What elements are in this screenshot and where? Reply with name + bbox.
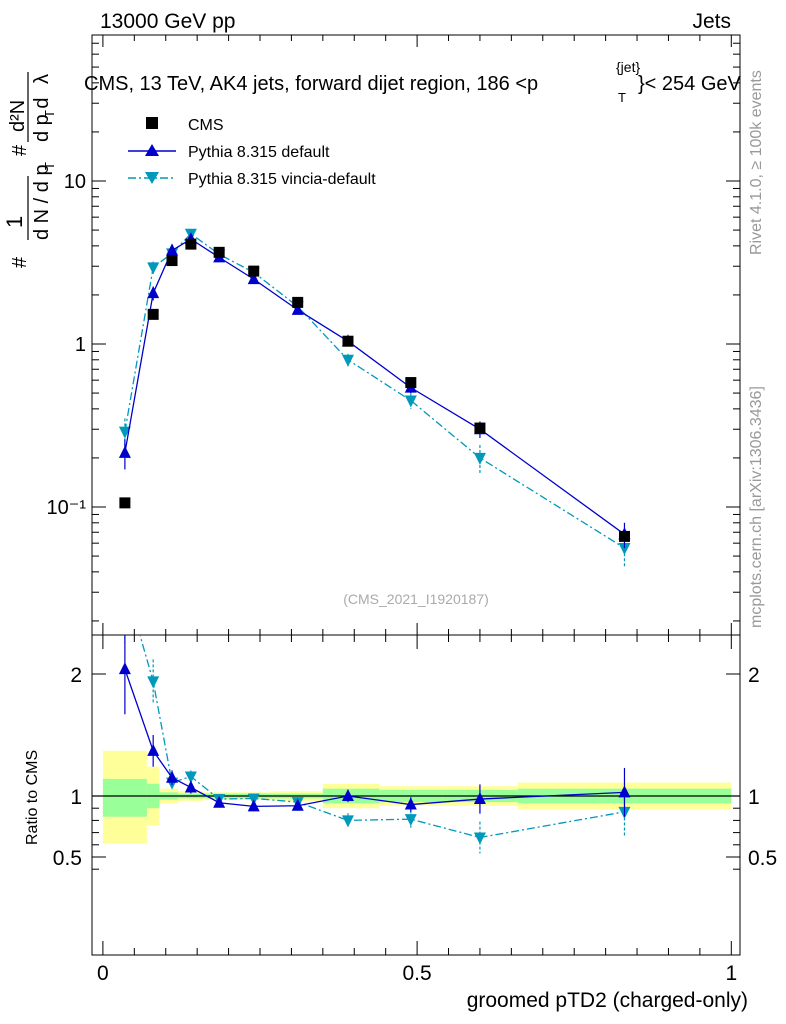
main-axes: 10⁻¹ 1 10 xyxy=(47,35,740,635)
x-axis-label: groomed pTD2 (charged-only) xyxy=(467,989,748,1012)
vincia-point xyxy=(618,543,631,556)
main-y-tick-label: 10⁻¹ xyxy=(47,497,87,519)
cms-point xyxy=(474,422,486,434)
ratio-bands xyxy=(102,750,732,844)
ratio-vincia-point xyxy=(404,814,417,827)
cms-point xyxy=(147,308,159,320)
ratio-default-point xyxy=(247,799,260,812)
main-y-axis-label: # 1 d N / d p T # d²N d p d T λ xyxy=(2,72,57,268)
ratio-default-point xyxy=(147,743,160,756)
default-line xyxy=(124,238,625,535)
cms-point xyxy=(213,246,225,258)
ratio-default-point xyxy=(473,792,486,805)
ratio-default-point xyxy=(184,780,197,793)
cms-point xyxy=(248,265,260,277)
ratio-y-tick-label: 0.5 xyxy=(53,847,82,870)
header-right: Jets xyxy=(692,10,731,33)
legend-label-cms: CMS xyxy=(188,117,224,134)
vincia-point xyxy=(473,452,486,465)
mcplots-label: mcplots.cern.ch [arXiv:1306.3436] xyxy=(748,386,765,628)
header-left: 13000 GeV pp xyxy=(100,10,235,33)
y-label-t2: T xyxy=(42,110,57,118)
ratio-vincia-point xyxy=(147,676,160,689)
default-point xyxy=(147,286,160,299)
ratio-vincia-point xyxy=(473,832,486,845)
default-point xyxy=(118,445,131,458)
ratio-default-point xyxy=(341,789,354,801)
y-label-one: 1 xyxy=(2,216,27,228)
title-main: CMS, 13 TeV, AK4 jets, forward dijet reg… xyxy=(84,73,538,95)
legend: CMS Pythia 8.315 default Pythia 8.315 vi… xyxy=(128,117,376,188)
x-tick-label: 0 xyxy=(97,962,109,985)
legend-marker-cms xyxy=(146,117,158,129)
cms-point xyxy=(119,497,131,509)
vincia-point xyxy=(404,395,417,408)
ratio-y-tick-label-right: 2 xyxy=(748,664,760,687)
ratio-default-point xyxy=(291,798,304,811)
cms-point xyxy=(342,335,354,347)
ratio-y-tick-label: 2 xyxy=(70,664,82,687)
ratio-vincia-line xyxy=(139,635,625,839)
x-tick-label: 0.5 xyxy=(402,962,431,985)
default-point xyxy=(166,243,179,256)
ratio-vincia-point xyxy=(341,815,354,828)
y-label-lambda: λ xyxy=(31,74,53,84)
vincia-line xyxy=(124,232,625,549)
ratio-default-point xyxy=(404,797,417,810)
vincia-point xyxy=(118,426,131,439)
ratio-y-tick-label: 1 xyxy=(70,786,82,809)
cms-point xyxy=(292,296,304,308)
y-label-hash2: # xyxy=(9,144,31,156)
analysis-id: (CMS_2021_I1920187) xyxy=(343,591,489,607)
y-label-dn-dpt: d N / d p xyxy=(31,164,53,240)
main-y-tick-label: 1 xyxy=(75,334,86,356)
vincia-point xyxy=(147,262,160,275)
title-sub: T xyxy=(618,90,626,105)
ratio-axes: 0.5 0.5 1 1 2 2 0 0.5 1 xyxy=(53,635,777,985)
y-label-d2n: d²N xyxy=(7,100,29,132)
main-y-tick-label: 10 xyxy=(64,171,86,193)
title-sup: {jet} xyxy=(616,59,640,75)
ratio-series xyxy=(118,578,631,854)
ratio-series-clipped xyxy=(118,578,631,854)
title-end: }< 254 GeV xyxy=(638,73,742,95)
rivet-label: Rivet 4.1.0, ≥ 100k events xyxy=(748,70,765,255)
cms-point xyxy=(166,255,178,267)
x-tick-label: 1 xyxy=(725,962,737,985)
default-point xyxy=(291,302,304,315)
ratio-y-tick-label-right: 0.5 xyxy=(748,847,777,870)
legend-label-vincia: Pythia 8.315 vincia-default xyxy=(188,171,376,188)
default-point xyxy=(247,272,260,285)
ratio-panel-frame xyxy=(91,634,741,956)
y-label-hash1: # xyxy=(9,256,31,268)
ratio-vincia-point xyxy=(119,578,131,590)
plot-title: CMS, 13 TeV, AK4 jets, forward dijet reg… xyxy=(84,59,742,105)
ratio-y-tick-label-right: 1 xyxy=(748,786,760,809)
legend-marker-vincia xyxy=(145,172,159,184)
ratio-band-inner xyxy=(102,778,147,817)
legend-label-default: Pythia 8.315 default xyxy=(188,144,330,161)
cms-point xyxy=(618,530,630,542)
vincia-point xyxy=(341,354,354,367)
ratio-default-point xyxy=(618,785,631,798)
y-label-dpt-dl: d p d xyxy=(31,98,53,142)
ratio-y-label: Ratio to CMS xyxy=(24,750,41,845)
cms-point xyxy=(185,238,197,250)
ratio-default-point xyxy=(166,770,179,783)
ratio-vincia-point xyxy=(184,771,197,784)
legend-marker-default xyxy=(145,144,159,156)
ratio-default-point xyxy=(118,662,131,675)
main-series xyxy=(118,228,631,567)
y-label-t1: T xyxy=(42,162,57,170)
cms-point xyxy=(405,377,417,389)
ratio-default-point xyxy=(213,795,226,808)
